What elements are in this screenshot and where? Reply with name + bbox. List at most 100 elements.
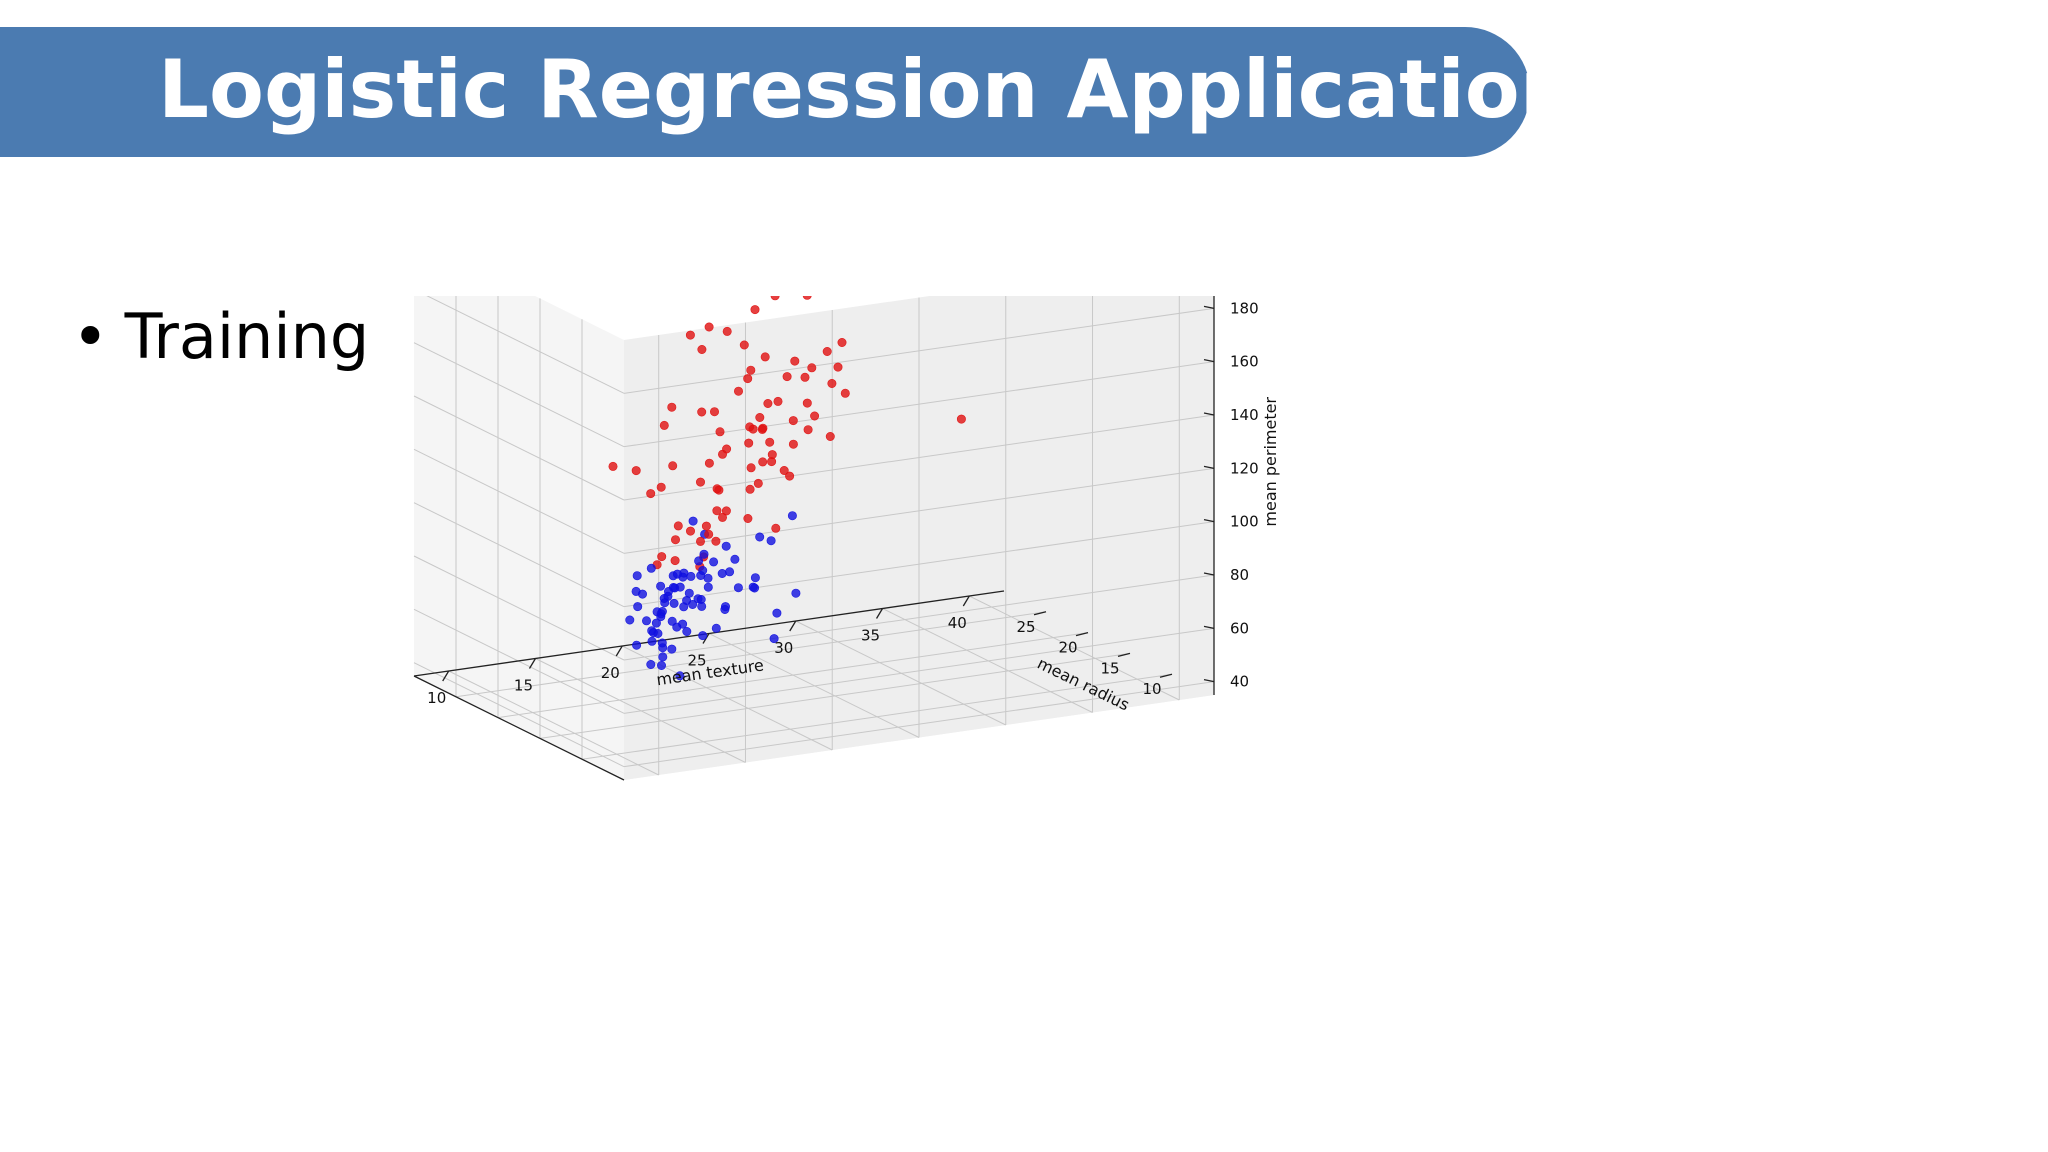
data-point-red [722, 444, 732, 454]
data-point-red [807, 363, 817, 373]
gridline-z [623, 307, 1215, 394]
data-point-blue [663, 586, 673, 596]
data-point-blue [769, 634, 779, 644]
z-tick [1203, 305, 1215, 309]
data-point-red [712, 484, 722, 494]
data-point-red [704, 529, 714, 539]
y-tick-label: 25 [687, 652, 706, 670]
data-point-blue [660, 598, 670, 608]
data-point-red [757, 424, 767, 434]
data-point-blue [657, 638, 667, 648]
data-point-blue [725, 567, 735, 577]
x-tick-label: 20 [1058, 639, 1077, 657]
data-point-blue [711, 623, 721, 633]
data-point-blue [648, 628, 658, 638]
data-point-red [773, 396, 783, 406]
x-tick [1159, 673, 1173, 678]
data-point-red [788, 416, 798, 426]
data-point-red [779, 466, 789, 476]
z-tick-label: 120 [1230, 459, 1259, 477]
data-point-blue [646, 659, 656, 669]
x-tick [1117, 652, 1131, 658]
chart-axes [413, 296, 1215, 781]
chart-canvas: 10 15 20 25 10 15 20 25 30 35 40 40 60 80 100 120 140 160… [413, 296, 1280, 781]
data-point-red [673, 521, 683, 531]
data-point-red [631, 466, 641, 476]
gridline-z [623, 574, 1215, 661]
data-point-red [748, 424, 758, 434]
data-point-red [697, 344, 707, 354]
data-point-blue [679, 602, 689, 612]
data-point-red [715, 427, 725, 437]
z-axis-label: mean perimeter [1261, 397, 1280, 527]
data-point-red [701, 521, 711, 531]
data-point-blue [656, 660, 666, 670]
z-tick-label: 180 [1230, 299, 1259, 317]
data-point-red [785, 471, 795, 481]
gridline-z [413, 502, 625, 608]
data-point-red [697, 407, 707, 417]
data-point-red [755, 413, 765, 423]
data-point-red [608, 461, 618, 471]
data-point-red [685, 526, 695, 536]
data-point-blue [652, 607, 662, 617]
data-point-red [765, 437, 775, 447]
data-point-blue [703, 582, 713, 592]
data-point-red [739, 340, 749, 350]
data-point-blue [703, 573, 713, 583]
data-point-red [685, 330, 695, 340]
data-point-red [840, 388, 850, 398]
data-point-red [746, 365, 756, 375]
y-tick [528, 658, 537, 669]
data-point-blue [699, 549, 709, 559]
gridline-y [448, 670, 659, 776]
data-point-red [746, 463, 756, 473]
gridline-z [413, 662, 625, 768]
data-point-red [750, 305, 760, 315]
data-point-red [771, 523, 781, 533]
data-point-red [717, 512, 727, 522]
data-point-red [810, 411, 820, 421]
z-tick [1203, 679, 1215, 683]
data-point-red [825, 432, 835, 442]
gridline-z [413, 555, 625, 661]
data-point-red [802, 398, 812, 408]
data-point-red [712, 506, 722, 516]
z-tick [1203, 465, 1215, 469]
gridline-z [623, 414, 1215, 501]
data-point-blue [698, 565, 708, 575]
data-point-red [827, 379, 837, 389]
x-tick [1075, 631, 1089, 637]
data-point-red [695, 536, 705, 546]
data-point-red [667, 402, 677, 412]
data-point-red [758, 457, 768, 467]
x-tick [1033, 611, 1047, 616]
y-tick-label: 40 [948, 614, 967, 632]
data-point-blue [697, 601, 707, 611]
data-point-red [800, 372, 810, 382]
z-tick-label: 140 [1230, 406, 1259, 424]
data-point-red [790, 356, 800, 366]
data-point-red [709, 407, 719, 417]
data-point-blue [656, 581, 666, 591]
data-point-red [803, 425, 813, 435]
y-tick-label: 35 [861, 627, 880, 645]
z-tick-label: 60 [1230, 619, 1249, 637]
data-point-blue [750, 583, 760, 593]
bullet-text: Training U [124, 300, 435, 373]
y-tick [442, 670, 450, 682]
data-point-red [956, 414, 966, 424]
data-point-blue [721, 541, 731, 551]
data-point-blue [787, 511, 797, 521]
data-point-red [659, 420, 669, 430]
data-point-blue [730, 554, 740, 564]
z-tick-label: 160 [1230, 353, 1259, 371]
data-point-blue [682, 626, 692, 636]
data-point-red [744, 438, 754, 448]
gridline-z [623, 681, 1215, 768]
data-point-blue [625, 615, 635, 625]
z-tick-label: 80 [1230, 566, 1249, 584]
data-point-red [695, 477, 705, 487]
gridline-z [413, 395, 625, 501]
y-tick [615, 645, 623, 657]
